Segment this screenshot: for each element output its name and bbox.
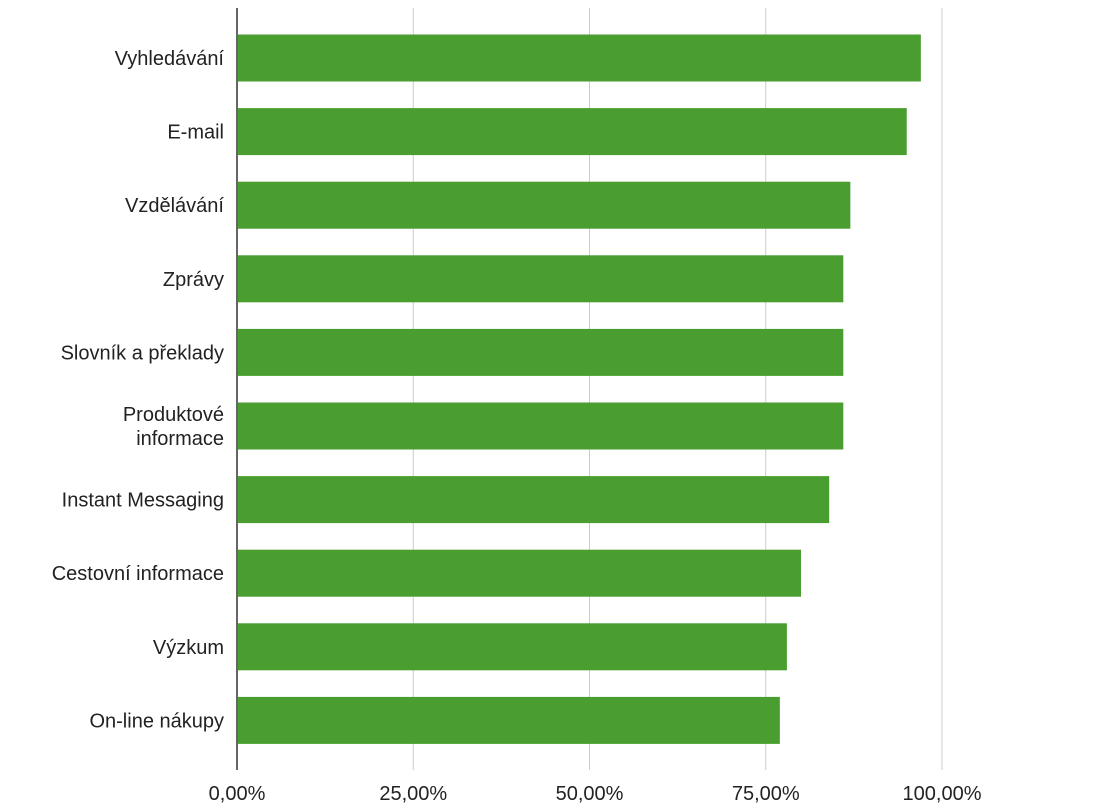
category-label-line: Cestovní informace <box>52 563 224 585</box>
bar <box>238 328 844 376</box>
category-label-line: Výzkum <box>153 637 224 659</box>
category-label: Vzdělávání <box>125 195 224 217</box>
category-label: Cestovní informace <box>52 563 224 585</box>
bar <box>238 696 780 744</box>
category-label-line: Slovník a překlady <box>61 342 224 364</box>
bars <box>238 34 921 744</box>
bar <box>238 402 844 450</box>
bar <box>238 623 787 671</box>
x-tick-labels: 0,00% 25,00% 50,00% 75,00% 100,00% <box>209 783 982 805</box>
bar <box>238 34 921 82</box>
x-tick-label: 25,00% <box>379 783 447 805</box>
category-label-line: Zprávy <box>163 269 224 291</box>
category-label: Zprávy <box>163 269 224 291</box>
category-label: Výzkum <box>153 637 224 659</box>
category-label-line: Instant Messaging <box>62 490 224 512</box>
category-label: Instant Messaging <box>62 490 224 512</box>
bar <box>238 181 851 229</box>
x-tick-label: 75,00% <box>732 783 800 805</box>
bar <box>238 476 830 524</box>
category-label: Slovník a překlady <box>61 342 224 364</box>
category-label-line: Vzdělávání <box>125 195 224 217</box>
category-label: Vyhledávání <box>115 48 225 70</box>
category-labels: Vyhledávání E-mail Vzdělávání Zprávy Slovník… <box>52 48 225 732</box>
category-label: E-mail <box>167 122 224 144</box>
category-label-line: informace <box>136 428 224 450</box>
category-label: Produktové informace <box>123 404 224 450</box>
bar <box>238 549 801 597</box>
x-tick-label: 100,00% <box>903 783 982 805</box>
category-label-line: E-mail <box>167 122 224 144</box>
category-label-line: Vyhledávání <box>115 48 225 70</box>
x-tick-label: 50,00% <box>556 783 624 805</box>
category-label-line: On-line nákupy <box>89 710 224 732</box>
bar <box>238 108 907 156</box>
category-label-line: Produktové <box>123 404 224 426</box>
bar <box>238 255 844 303</box>
category-label: On-line nákupy <box>89 710 224 732</box>
x-tick-label: 0,00% <box>209 783 266 805</box>
